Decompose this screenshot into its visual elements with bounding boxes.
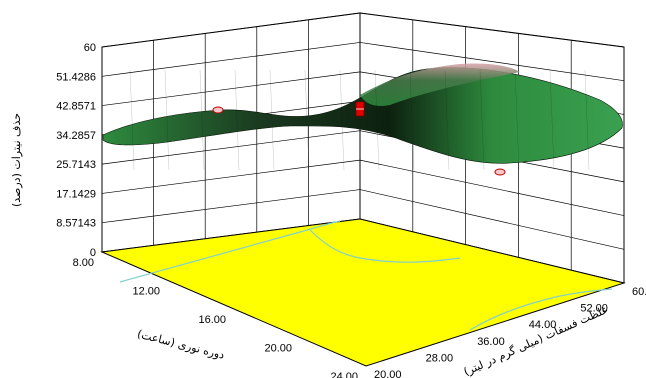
mesh-line	[199, 69, 205, 171]
mesh-line	[479, 69, 485, 171]
y-tick-label: 12.00	[132, 286, 160, 298]
x-tick-label: 36.00	[477, 336, 505, 348]
z-tick-label: 34.2857	[56, 130, 96, 142]
mesh-line	[234, 69, 240, 171]
z-tick-label: 25.7143	[56, 159, 96, 171]
mesh-line	[374, 69, 380, 171]
z-axis-label: حذف نیترات (درصد)	[10, 113, 23, 207]
mesh-line	[164, 69, 170, 171]
contour-line	[469, 288, 613, 331]
y-tick-label: 24.00	[330, 371, 358, 378]
z-tick-label: 8.57143	[56, 218, 96, 230]
x-tick-label: 44.00	[529, 319, 557, 331]
z-gridline	[101, 130, 625, 183]
mesh-line	[444, 69, 450, 171]
contour-line	[309, 229, 461, 263]
x-tick-label: 52.00	[580, 303, 608, 315]
z-gridline	[101, 42, 625, 82]
x-tick-label: 60.00	[632, 286, 646, 298]
design-point	[212, 106, 224, 114]
z-tick-label: 42.8571	[56, 101, 96, 113]
mesh-line	[409, 69, 415, 171]
mesh-line	[129, 69, 135, 171]
mesh-line	[269, 69, 275, 171]
x-tick-label: 20.00	[374, 369, 402, 378]
surface-mesh	[129, 69, 590, 171]
mesh-line	[584, 69, 590, 171]
z-tick-label: 51.4286	[56, 71, 96, 83]
design-point	[494, 168, 506, 176]
y-tick-label: 20.00	[264, 343, 292, 355]
floor-plane	[100, 218, 626, 367]
x-tick-label: 28.00	[426, 352, 454, 364]
z-gridline	[101, 159, 625, 216]
surface-highlight	[360, 63, 520, 106]
z-tick-label: 17.1429	[56, 188, 96, 200]
z-gridline	[101, 12, 625, 48]
z-gridline	[101, 189, 625, 250]
mesh-line	[339, 69, 345, 171]
z-tick-label: 0	[90, 247, 96, 259]
mesh-line	[514, 69, 520, 171]
y-tick-label: 16.00	[198, 314, 226, 326]
y-axis-label: دوره نوری (ساعت)	[136, 327, 226, 361]
contour-line	[119, 220, 341, 283]
mesh-line	[304, 69, 310, 171]
floor-contours	[119, 220, 613, 331]
y-tick-label: 8.00	[73, 257, 94, 269]
tick-labels: 60 51.4286 42.8571 34.2857 25.7143 17.1429 8.5…	[56, 42, 646, 378]
z-tick-label: 60	[84, 42, 96, 54]
mesh-line	[549, 69, 555, 171]
